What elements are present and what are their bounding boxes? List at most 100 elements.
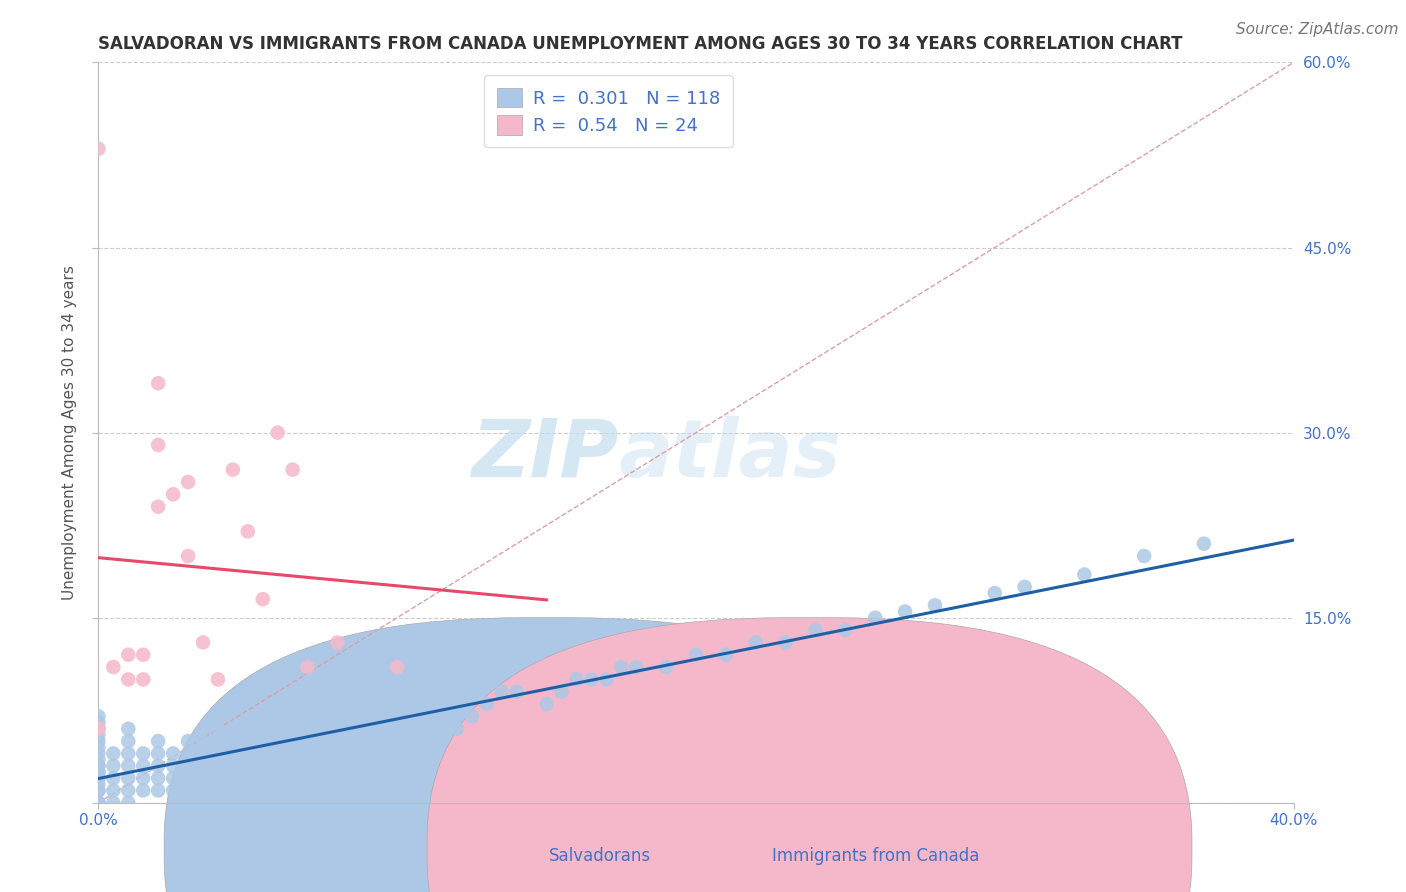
Point [87, 758, 110, 772]
Point [177, 747, 200, 761]
Point [177, 475, 200, 489]
Point [207, 722, 229, 736]
Point [297, 660, 319, 674]
Point [87, 796, 110, 810]
Point [148, 747, 170, 761]
Point [148, 438, 170, 452]
Point [536, 697, 558, 711]
Point [87, 796, 110, 810]
Point [610, 660, 633, 674]
Point [252, 592, 274, 607]
Point [342, 758, 364, 772]
Point [132, 758, 155, 772]
Point [162, 747, 184, 761]
Point [207, 734, 229, 748]
Point [1133, 549, 1156, 563]
Point [117, 648, 139, 662]
Point [446, 722, 468, 736]
Point [117, 758, 139, 772]
FancyBboxPatch shape [427, 617, 1192, 892]
Point [491, 685, 513, 699]
Point [655, 660, 678, 674]
Point [117, 796, 139, 810]
Point [191, 734, 214, 748]
Point [132, 648, 155, 662]
Point [207, 771, 229, 785]
Point [117, 722, 139, 736]
Point [311, 758, 333, 772]
Point [87, 715, 110, 730]
Point [177, 771, 200, 785]
Point [401, 734, 423, 748]
Point [267, 425, 290, 440]
Point [177, 783, 200, 797]
Point [475, 697, 498, 711]
Point [87, 783, 110, 797]
Point [87, 758, 110, 772]
Point [267, 722, 290, 736]
Point [1192, 536, 1215, 550]
Point [281, 462, 304, 476]
FancyBboxPatch shape [165, 617, 929, 892]
Point [371, 697, 394, 711]
Point [385, 673, 409, 687]
Point [191, 635, 214, 649]
Point [775, 635, 797, 649]
Point [550, 685, 572, 699]
Legend: R =  0.301   N = 118, R =  0.54   N = 24: R = 0.301 N = 118, R = 0.54 N = 24 [484, 75, 733, 147]
Point [162, 487, 184, 501]
Point [87, 734, 110, 748]
Point [1073, 567, 1095, 582]
Point [103, 796, 125, 810]
Point [117, 734, 139, 748]
Text: SALVADORAN VS IMMIGRANTS FROM CANADA UNEMPLOYMENT AMONG AGES 30 TO 34 YEARS CORR: SALVADORAN VS IMMIGRANTS FROM CANADA UNE… [98, 35, 1182, 53]
Point [297, 747, 319, 761]
Point [804, 623, 827, 637]
Point [385, 747, 409, 761]
Point [745, 635, 768, 649]
Point [87, 764, 110, 779]
Point [148, 783, 170, 797]
Point [626, 660, 648, 674]
Point [446, 673, 468, 687]
Point [117, 747, 139, 761]
Point [342, 709, 364, 723]
Point [148, 771, 170, 785]
Point [430, 722, 453, 736]
Point [356, 758, 378, 772]
Point [326, 771, 349, 785]
Point [87, 722, 110, 736]
Point [148, 758, 170, 772]
Point [103, 771, 125, 785]
Point [281, 722, 304, 736]
Point [177, 734, 200, 748]
Point [416, 722, 439, 736]
Point [148, 734, 170, 748]
Point [297, 709, 319, 723]
Point [267, 747, 290, 761]
Point [191, 758, 214, 772]
Point [87, 740, 110, 755]
Point [87, 771, 110, 785]
Point [326, 635, 349, 649]
Point [267, 771, 290, 785]
Point [103, 783, 125, 797]
Point [103, 747, 125, 761]
Point [222, 722, 245, 736]
Point [924, 599, 946, 613]
Point [87, 796, 110, 810]
Point [148, 500, 170, 514]
Point [132, 673, 155, 687]
Point [162, 771, 184, 785]
Text: ZIP: ZIP [471, 416, 619, 494]
Point [87, 722, 110, 736]
Point [132, 771, 155, 785]
Point [162, 758, 184, 772]
Point [177, 758, 200, 772]
Point [252, 758, 274, 772]
Point [132, 747, 155, 761]
Point [87, 728, 110, 742]
Point [87, 753, 110, 767]
Point [714, 648, 737, 662]
Point [416, 673, 439, 687]
